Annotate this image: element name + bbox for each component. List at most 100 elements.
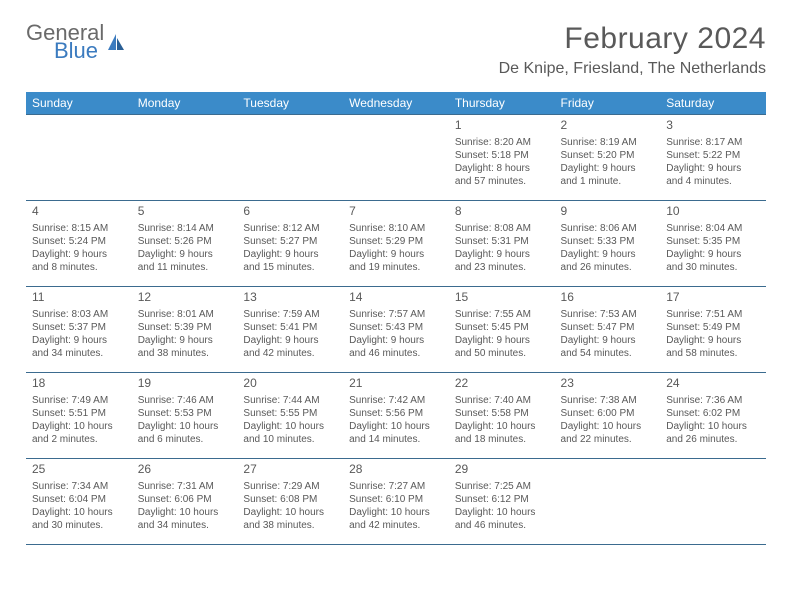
calendar-empty [343, 115, 449, 201]
sunrise-line: Sunrise: 8:12 AM [243, 222, 337, 235]
day-number: 6 [243, 204, 337, 220]
day-header: Wednesday [343, 92, 449, 115]
day-number: 25 [32, 462, 126, 478]
day-number: 28 [349, 462, 443, 478]
sunrise-line: Sunrise: 7:51 AM [666, 308, 760, 321]
calendar-day: 17Sunrise: 7:51 AMSunset: 5:49 PMDayligh… [660, 287, 766, 373]
sunset-line: Sunset: 6:04 PM [32, 493, 126, 506]
daylight-line: Daylight: 10 hours and 22 minutes. [561, 420, 655, 446]
day-number: 2 [561, 118, 655, 134]
day-number: 8 [455, 204, 549, 220]
day-number: 11 [32, 290, 126, 306]
calendar-day: 19Sunrise: 7:46 AMSunset: 5:53 PMDayligh… [132, 373, 238, 459]
sunset-line: Sunset: 5:22 PM [666, 149, 760, 162]
calendar-day: 13Sunrise: 7:59 AMSunset: 5:41 PMDayligh… [237, 287, 343, 373]
sunrise-line: Sunrise: 8:14 AM [138, 222, 232, 235]
daylight-line: Daylight: 9 hours and 15 minutes. [243, 248, 337, 274]
day-number: 17 [666, 290, 760, 306]
daylight-line: Daylight: 10 hours and 6 minutes. [138, 420, 232, 446]
sunset-line: Sunset: 5:31 PM [455, 235, 549, 248]
sunset-line: Sunset: 5:58 PM [455, 407, 549, 420]
sunset-line: Sunset: 5:51 PM [32, 407, 126, 420]
sunset-line: Sunset: 5:33 PM [561, 235, 655, 248]
calendar-day: 8 Sunrise: 8:08 AMSunset: 5:31 PMDaylight… [449, 201, 555, 287]
sunset-line: Sunset: 5:37 PM [32, 321, 126, 334]
day-number: 9 [561, 204, 655, 220]
day-number: 5 [138, 204, 232, 220]
sunrise-line: Sunrise: 7:38 AM [561, 394, 655, 407]
sunrise-line: Sunrise: 7:42 AM [349, 394, 443, 407]
calendar-body: 1Sunrise: 8:20 AMSunset: 5:18 PMDaylight… [26, 115, 766, 545]
calendar-day: 9Sunrise: 8:06 AMSunset: 5:33 PMDaylight… [555, 201, 661, 287]
sunrise-line: Sunrise: 8:15 AM [32, 222, 126, 235]
sunrise-line: Sunrise: 7:46 AM [138, 394, 232, 407]
calendar-week: 4Sunrise: 8:15 AMSunset: 5:24 PMDaylight… [26, 201, 766, 287]
daylight-line: Daylight: 10 hours and 46 minutes. [455, 506, 549, 532]
calendar-week: 1Sunrise: 8:20 AMSunset: 5:18 PMDaylight… [26, 115, 766, 201]
daylight-line: Daylight: 9 hours and 38 minutes. [138, 334, 232, 360]
sunset-line: Sunset: 5:29 PM [349, 235, 443, 248]
calendar-day: 29Sunrise: 7:25 AMSunset: 6:12 PMDayligh… [449, 459, 555, 545]
day-number: 10 [666, 204, 760, 220]
calendar-empty [237, 115, 343, 201]
logo: General Blue [26, 22, 126, 62]
day-number: 16 [561, 290, 655, 306]
daylight-line: Daylight: 9 hours and 8 minutes. [32, 248, 126, 274]
sunrise-line: Sunrise: 7:44 AM [243, 394, 337, 407]
calendar-day: 25Sunrise: 7:34 AMSunset: 6:04 PMDayligh… [26, 459, 132, 545]
sunset-line: Sunset: 5:47 PM [561, 321, 655, 334]
sunset-line: Sunset: 6:06 PM [138, 493, 232, 506]
calendar-week: 25Sunrise: 7:34 AMSunset: 6:04 PMDayligh… [26, 459, 766, 545]
calendar-empty [132, 115, 238, 201]
sunrise-line: Sunrise: 7:53 AM [561, 308, 655, 321]
sunrise-line: Sunrise: 8:10 AM [349, 222, 443, 235]
day-number: 18 [32, 376, 126, 392]
calendar-day: 10Sunrise: 8:04 AMSunset: 5:35 PMDayligh… [660, 201, 766, 287]
sunset-line: Sunset: 5:26 PM [138, 235, 232, 248]
sunset-line: Sunset: 5:39 PM [138, 321, 232, 334]
sunset-line: Sunset: 5:18 PM [455, 149, 549, 162]
sunset-line: Sunset: 5:20 PM [561, 149, 655, 162]
sunset-line: Sunset: 5:41 PM [243, 321, 337, 334]
daylight-line: Daylight: 9 hours and 4 minutes. [666, 162, 760, 188]
sunrise-line: Sunrise: 8:08 AM [455, 222, 549, 235]
daylight-line: Daylight: 10 hours and 34 minutes. [138, 506, 232, 532]
daylight-line: Daylight: 9 hours and 54 minutes. [561, 334, 655, 360]
logo-sail-icon [106, 32, 126, 52]
calendar-table: SundayMondayTuesdayWednesdayThursdayFrid… [26, 92, 766, 545]
day-number: 19 [138, 376, 232, 392]
sunrise-line: Sunrise: 7:27 AM [349, 480, 443, 493]
daylight-line: Daylight: 9 hours and 19 minutes. [349, 248, 443, 274]
sunset-line: Sunset: 5:24 PM [32, 235, 126, 248]
calendar-day: 27Sunrise: 7:29 AMSunset: 6:08 PMDayligh… [237, 459, 343, 545]
day-number: 27 [243, 462, 337, 478]
daylight-line: Daylight: 9 hours and 58 minutes. [666, 334, 760, 360]
day-number: 4 [32, 204, 126, 220]
daylight-line: Daylight: 10 hours and 38 minutes. [243, 506, 337, 532]
day-number: 20 [243, 376, 337, 392]
day-number: 26 [138, 462, 232, 478]
calendar-week: 18Sunrise: 7:49 AMSunset: 5:51 PMDayligh… [26, 373, 766, 459]
day-header: Tuesday [237, 92, 343, 115]
calendar-day: 16 Sunrise: 7:53 AMSunset: 5:47 PMDayligh… [555, 287, 661, 373]
daylight-line: Daylight: 9 hours and 23 minutes. [455, 248, 549, 274]
calendar-day: 24Sunrise: 7:36 AMSunset: 6:02 PMDayligh… [660, 373, 766, 459]
calendar-day: 15Sunrise: 7:55 AMSunset: 5:45 PMDayligh… [449, 287, 555, 373]
calendar-day: 23Sunrise: 7:38 AMSunset: 6:00 PMDayligh… [555, 373, 661, 459]
calendar-day: 20Sunrise: 7:44 AMSunset: 5:55 PMDayligh… [237, 373, 343, 459]
calendar-empty [660, 459, 766, 545]
calendar-day: 1Sunrise: 8:20 AMSunset: 5:18 PMDaylight… [449, 115, 555, 201]
calendar-day: 12Sunrise: 8:01 AMSunset: 5:39 PMDayligh… [132, 287, 238, 373]
calendar-empty [555, 459, 661, 545]
calendar-day: 26Sunrise: 7:31 AMSunset: 6:06 PMDayligh… [132, 459, 238, 545]
sunrise-line: Sunrise: 7:25 AM [455, 480, 549, 493]
day-number: 14 [349, 290, 443, 306]
daylight-line: Daylight: 10 hours and 42 minutes. [349, 506, 443, 532]
day-header: Friday [555, 92, 661, 115]
sunset-line: Sunset: 6:12 PM [455, 493, 549, 506]
daylight-line: Daylight: 10 hours and 2 minutes. [32, 420, 126, 446]
calendar-head: SundayMondayTuesdayWednesdayThursdayFrid… [26, 92, 766, 115]
header-row: General Blue February 2024 De Knipe, Fri… [26, 22, 766, 78]
daylight-line: Daylight: 9 hours and 30 minutes. [666, 248, 760, 274]
calendar-day: 18Sunrise: 7:49 AMSunset: 5:51 PMDayligh… [26, 373, 132, 459]
